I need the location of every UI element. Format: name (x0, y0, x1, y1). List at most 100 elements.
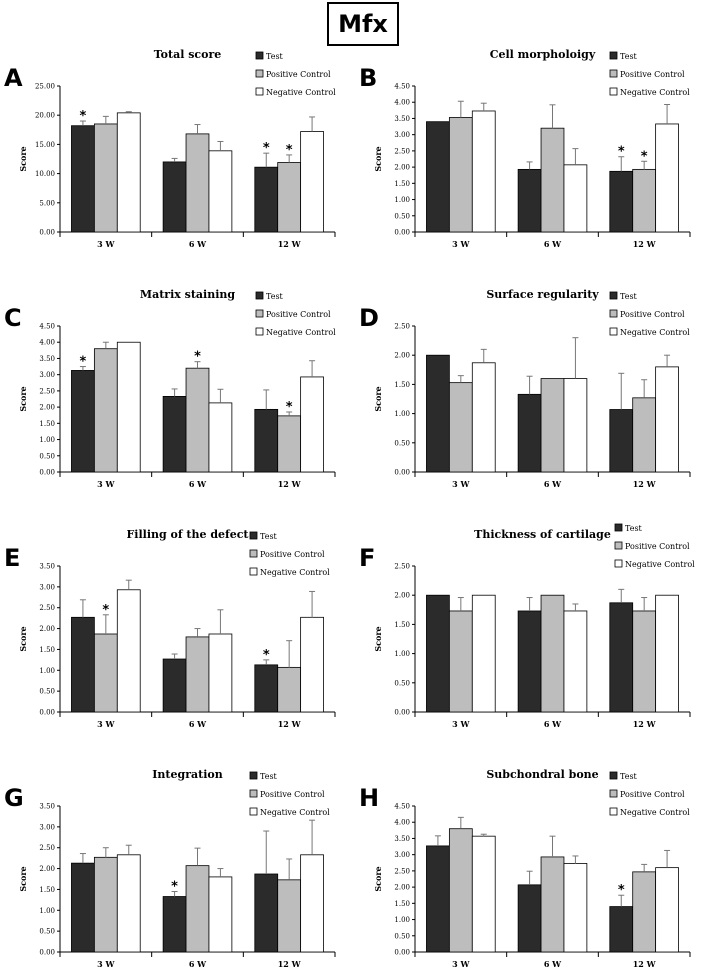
bar (277, 879, 302, 953)
y-tick-label: 0.50 (39, 688, 55, 696)
y-tick-label: 0.00 (394, 229, 410, 237)
bar (116, 112, 141, 233)
x-tick-label: 3 W (97, 239, 115, 249)
x-tick-label: 12 W (278, 959, 302, 969)
y-tick-label: 4.50 (394, 83, 410, 91)
legend-swatch (249, 549, 258, 558)
significance-marker: * (286, 400, 293, 415)
significance-marker: * (194, 350, 201, 365)
y-tick-label: 1.50 (39, 420, 55, 428)
legend-swatch (255, 51, 264, 60)
legend-swatch (609, 789, 618, 798)
legend-label: Positive Control (625, 542, 690, 551)
y-tick-label: 3.00 (394, 131, 410, 139)
y-tick-label: 0.50 (394, 212, 410, 220)
bar (93, 633, 118, 713)
x-tick-label: 3 W (452, 719, 470, 729)
bar (655, 867, 679, 953)
y-tick-label: 4.00 (394, 99, 410, 107)
x-tick-label: 12 W (633, 719, 657, 729)
legend-swatch (609, 69, 618, 78)
bar (448, 117, 473, 233)
chart-panel-h: H Subchondral bone Test Positive Control Neg… (359, 768, 691, 969)
legend-swatch (255, 327, 264, 336)
bar (632, 168, 657, 233)
y-tick-label: 3.00 (39, 371, 55, 379)
y-tick-label: 15.00 (35, 141, 55, 149)
bar (300, 131, 324, 233)
bar (254, 408, 279, 473)
y-tick-label: 2.50 (394, 867, 410, 875)
x-tick-label: 6 W (189, 959, 207, 969)
y-tick-label: 0.00 (39, 949, 55, 957)
legend-label: Negative Control (625, 560, 695, 569)
y-tick-label: 0.50 (394, 679, 410, 687)
y-tick-label: 0.50 (39, 452, 55, 460)
bar (426, 121, 450, 233)
y-tick-label: 1.00 (39, 667, 55, 675)
y-axis-label: Score (18, 386, 28, 411)
x-tick-label: 12 W (633, 959, 657, 969)
bar (277, 162, 302, 233)
bar (71, 862, 95, 953)
y-tick-label: 0.50 (394, 439, 410, 447)
chart-panel-d: D Surface regularity Test Positive Control N… (359, 288, 691, 489)
bar (517, 168, 542, 233)
x-tick-label: 6 W (189, 239, 207, 249)
y-tick-label: 1.00 (394, 410, 410, 418)
y-tick-label: 2.00 (39, 404, 55, 412)
bar (563, 378, 588, 473)
y-tick-label: 2.50 (394, 323, 410, 331)
chart-title: Surface regularity (486, 288, 599, 301)
y-tick-label: 3.50 (394, 115, 410, 123)
panel-letter: E (4, 544, 20, 572)
legend-label: Positive Control (620, 310, 685, 319)
y-tick-label: 1.00 (394, 650, 410, 658)
chart-panel-e: E Filling of the defect Test Positive Contr… (4, 528, 336, 729)
y-tick-label: 1.00 (394, 916, 410, 924)
y-tick-label: 0.00 (39, 709, 55, 717)
x-tick-label: 3 W (97, 719, 115, 729)
legend-label: Negative Control (260, 808, 330, 817)
x-tick-label: 6 W (544, 959, 562, 969)
y-tick-label: 3.00 (394, 851, 410, 859)
y-tick-label: 25.00 (35, 83, 55, 91)
bar (277, 666, 302, 713)
y-tick-label: 2.00 (394, 592, 410, 600)
figure-banner: Mfx (327, 2, 399, 46)
y-tick-label: 1.00 (39, 907, 55, 915)
legend-label: Positive Control (266, 70, 331, 79)
chart-title: Integration (152, 768, 222, 781)
bar (277, 415, 302, 473)
bar (632, 610, 657, 713)
y-axis-label: Score (18, 866, 28, 891)
bar (609, 409, 634, 473)
y-tick-label: 4.00 (39, 339, 55, 347)
bar (540, 856, 565, 953)
bar (185, 133, 210, 233)
y-tick-label: 2.00 (394, 352, 410, 360)
y-axis-label: Score (18, 146, 28, 171)
y-axis-label: Score (373, 146, 383, 171)
bar (208, 876, 233, 953)
y-tick-label: 1.00 (394, 196, 410, 204)
legend-label: Positive Control (260, 790, 325, 799)
legend-label: Test (260, 532, 278, 541)
panel-letter: G (4, 784, 24, 812)
legend-swatch (609, 771, 618, 780)
legend-label: Negative Control (620, 88, 690, 97)
y-tick-label: 20.00 (35, 112, 55, 120)
legend-swatch (609, 291, 618, 300)
bar (93, 856, 118, 953)
y-tick-label: 2.50 (39, 844, 55, 852)
legend-label: Negative Control (260, 568, 330, 577)
chart-panel-b: B Cell morpholoigy Test Positive Control Neg… (359, 48, 691, 249)
bar (208, 402, 233, 473)
y-tick-label: 0.00 (394, 949, 410, 957)
legend-swatch (249, 771, 258, 780)
y-tick-label: 0.00 (39, 229, 55, 237)
chart-panel-c: C Matrix staining Test Positive Control Nega… (4, 288, 336, 489)
bar (426, 354, 450, 473)
legend-swatch (609, 87, 618, 96)
bar (185, 865, 210, 953)
